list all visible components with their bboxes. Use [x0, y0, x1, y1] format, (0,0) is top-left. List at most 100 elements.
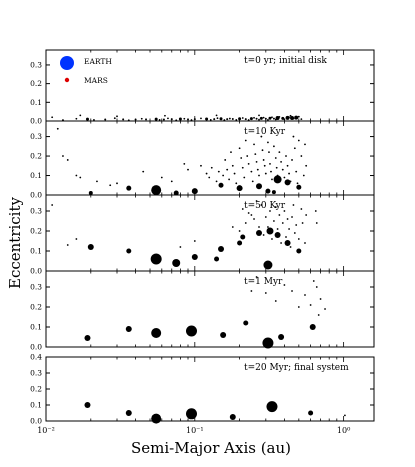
- body-point: [219, 117, 223, 121]
- small-body-point: [344, 414, 346, 417]
- small-body-point: [51, 116, 54, 119]
- small-body-point: [258, 174, 260, 177]
- small-body-point: [51, 204, 54, 206]
- panel-3: 0.0 0.1 0.2 0.3 t=1 Myr: [30, 270, 375, 352]
- small-body-point: [215, 114, 218, 117]
- small-body-point: [208, 176, 211, 179]
- body-point: [126, 185, 132, 191]
- small-body-point: [260, 204, 263, 206]
- small-body-point: [301, 222, 304, 224]
- small-body-point: [228, 178, 231, 181]
- small-body-point: [293, 232, 296, 234]
- body-point: [294, 115, 299, 120]
- small-body-point: [255, 160, 258, 163]
- y-tick-label: 0.0: [30, 267, 42, 276]
- body-point: [126, 248, 132, 254]
- legend: EARTH MARS: [60, 56, 112, 85]
- small-body-point: [288, 228, 290, 230]
- legend-earth-marker: [60, 56, 74, 70]
- small-body-point: [268, 151, 270, 154]
- small-body-point: [164, 114, 166, 117]
- small-body-point: [262, 159, 265, 161]
- small-body-point: [260, 135, 263, 138]
- body-point: [265, 188, 271, 194]
- small-body-point: [247, 162, 250, 165]
- body-point: [84, 402, 91, 408]
- panel-label: t=50 Kyr: [244, 201, 286, 211]
- y-tick-label: 0.2: [30, 152, 42, 161]
- small-body-point: [302, 174, 305, 177]
- small-body-point: [300, 155, 303, 157]
- small-body-point: [170, 180, 173, 183]
- small-body-point: [193, 240, 196, 242]
- body-point: [243, 320, 249, 326]
- small-body-point: [75, 174, 78, 177]
- body-point: [262, 337, 274, 349]
- body-point: [274, 232, 281, 238]
- small-body-point: [291, 290, 293, 292]
- small-body-point: [283, 284, 286, 286]
- small-body-point: [255, 276, 258, 278]
- body-point: [273, 175, 282, 184]
- small-body-point: [183, 162, 186, 165]
- body-point: [264, 117, 267, 120]
- body-point: [162, 118, 165, 121]
- small-body-point: [255, 200, 258, 202]
- body-point: [268, 116, 272, 120]
- body-point: [84, 335, 91, 341]
- y-tick-label: 0.3: [30, 283, 42, 292]
- small-body-point: [142, 170, 145, 173]
- small-body-point: [116, 115, 118, 118]
- body-point: [275, 116, 280, 121]
- body-point: [122, 118, 125, 121]
- body-point: [278, 334, 285, 340]
- body-point: [213, 118, 216, 121]
- small-body-point: [314, 210, 317, 212]
- small-body-point: [269, 162, 271, 165]
- small-body-point: [243, 176, 246, 179]
- y-axis-label: Eccentricity: [6, 196, 24, 289]
- panel-frame: [45, 120, 375, 196]
- body-point: [151, 185, 162, 196]
- y-tick-label: 0.0: [30, 117, 42, 126]
- small-body-point: [312, 280, 315, 282]
- y-tick-label: 0.3: [30, 132, 42, 141]
- small-body-point: [261, 149, 264, 152]
- body-point: [185, 408, 197, 420]
- small-body-point: [267, 141, 269, 144]
- y-tick-label: 0.4: [30, 353, 42, 362]
- body-point: [154, 117, 158, 121]
- small-body-point: [216, 117, 219, 120]
- small-body-point: [296, 182, 299, 185]
- body-point: [281, 116, 285, 120]
- body-point: [255, 117, 258, 120]
- small-body-point: [167, 117, 169, 120]
- small-body-point: [56, 127, 59, 130]
- small-body-point: [209, 118, 212, 121]
- body-point: [191, 188, 198, 195]
- x-axis-label: Semi-Major Axis (au): [131, 439, 291, 457]
- small-body-point: [200, 117, 202, 120]
- panel-1: 0.0 0.1 0.2 0.3 t=10 Kyr: [30, 120, 375, 200]
- small-body-point: [250, 170, 253, 173]
- panel-label: t=10 Kyr: [244, 127, 286, 137]
- small-body-point: [300, 208, 303, 210]
- body-point: [191, 254, 198, 260]
- small-body-point: [291, 216, 293, 218]
- small-body-point: [235, 118, 238, 121]
- small-body-point: [305, 214, 308, 216]
- body-point: [238, 117, 242, 121]
- small-body-point: [93, 118, 95, 121]
- small-body-point: [210, 166, 213, 169]
- y-tick-label: 0.2: [30, 227, 42, 236]
- body-point: [151, 413, 162, 424]
- body-point: [256, 183, 263, 190]
- y-tick-label: 0.3: [30, 60, 42, 69]
- body-point: [178, 117, 182, 121]
- small-body-point: [231, 164, 234, 167]
- panel-label: t=20 Myr; final system: [244, 363, 349, 373]
- small-body-point: [281, 222, 284, 224]
- small-body-point: [297, 238, 300, 240]
- panel-2: 0.0 0.1 0.2 0.3 t=50 Kyr: [30, 194, 375, 276]
- small-body-point: [269, 210, 271, 212]
